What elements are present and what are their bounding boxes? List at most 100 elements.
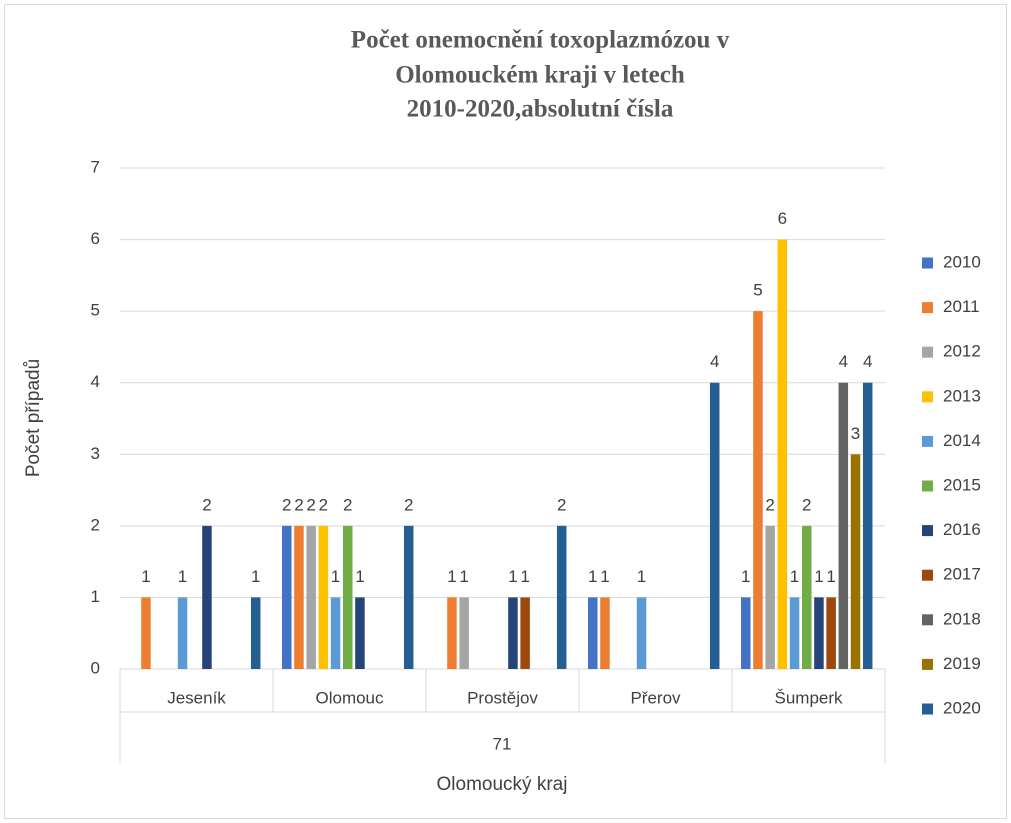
legend-swatch: [922, 391, 933, 403]
data-label: 2: [202, 495, 211, 514]
category-group-label: 71: [493, 734, 512, 753]
bar: [709, 382, 720, 669]
data-label: 1: [459, 567, 468, 586]
data-label: 2: [306, 495, 315, 514]
data-label: 1: [508, 567, 517, 586]
data-label: 1: [814, 567, 823, 586]
y-axis-title: Počet případů: [23, 359, 44, 477]
data-label: 1: [600, 567, 609, 586]
y-tick-label: 7: [91, 157, 100, 176]
data-label: 1: [790, 567, 799, 586]
data-label: 2: [294, 495, 303, 514]
y-tick-label: 0: [91, 658, 100, 677]
bar: [777, 239, 788, 670]
data-label: 2: [343, 495, 352, 514]
data-label: 4: [839, 352, 848, 371]
legend-label: 2018: [943, 609, 981, 628]
x-tick-label: Přerov: [630, 688, 681, 707]
legend-swatch: [922, 302, 933, 314]
bar: [789, 597, 800, 669]
data-label: 6: [778, 209, 787, 228]
bar: [177, 597, 188, 669]
y-tick-label: 2: [91, 515, 100, 534]
bar: [588, 597, 598, 669]
x-axis-title: Olomoucký kraj: [437, 774, 568, 795]
bar: [636, 597, 647, 669]
x-tick-label: Šumperk: [774, 688, 843, 707]
bar: [850, 454, 861, 669]
data-label: 1: [141, 567, 150, 586]
legend-label: 2020: [943, 698, 981, 717]
bar: [282, 525, 292, 669]
data-label: 1: [447, 567, 456, 586]
data-label: 2: [765, 495, 774, 514]
bar: [741, 597, 751, 669]
bar: [342, 525, 353, 669]
data-label: 1: [251, 567, 260, 586]
data-label: 1: [741, 567, 750, 586]
legend-swatch: [922, 703, 933, 715]
y-tick-label: 5: [91, 301, 100, 320]
legend-swatch: [922, 346, 933, 358]
legend-swatch: [922, 569, 933, 581]
data-label: 2: [557, 495, 566, 514]
x-tick-label: Prostějov: [467, 688, 538, 707]
legend-label: 2012: [943, 342, 981, 361]
legend-swatch: [922, 658, 933, 670]
legend-swatch: [922, 435, 933, 447]
legend-label: 2019: [943, 654, 981, 673]
data-label: 1: [637, 567, 646, 586]
bar: [801, 525, 812, 669]
data-label: 4: [863, 352, 872, 371]
legend-swatch: [922, 480, 933, 492]
legend-label: 2011: [943, 297, 980, 316]
bar: [508, 597, 518, 669]
chart-title: Olomouckém kraji v letech: [395, 62, 685, 89]
legend-label: 2014: [943, 431, 981, 450]
y-tick-label: 3: [91, 444, 100, 463]
legend-label: 2016: [943, 520, 981, 539]
bar: [330, 597, 341, 669]
data-label: 1: [178, 567, 187, 586]
data-label: 2: [282, 495, 291, 514]
legend-label: 2010: [943, 252, 981, 271]
legend-swatch: [922, 525, 933, 537]
bar: [862, 382, 873, 669]
data-label: 1: [520, 567, 529, 586]
bar: [838, 382, 849, 669]
data-label: 2: [404, 495, 413, 514]
bar: [556, 525, 567, 669]
data-label: 2: [319, 495, 328, 514]
bar: [459, 597, 469, 669]
bar: [520, 597, 530, 669]
legend-swatch: [922, 257, 933, 269]
bar: [318, 525, 329, 669]
legend-label: 2015: [943, 475, 981, 494]
data-label: 4: [710, 352, 719, 371]
bar: [355, 597, 365, 669]
data-label: 2: [802, 495, 811, 514]
data-label: 5: [753, 281, 762, 300]
x-tick-label: Olomouc: [315, 688, 384, 707]
bar: [600, 597, 610, 669]
y-tick-label: 4: [91, 372, 100, 391]
bar: [403, 525, 414, 669]
bar: [447, 597, 457, 669]
bar: [294, 525, 304, 669]
bar: [765, 525, 775, 669]
y-tick-label: 1: [91, 587, 100, 606]
chart-title: Počet onemocnění toxoplazmózou v: [351, 27, 730, 54]
data-label: 1: [355, 567, 364, 586]
data-label: 1: [826, 567, 835, 586]
y-tick-label: 6: [91, 229, 100, 248]
data-label: 1: [588, 567, 597, 586]
bar: [306, 525, 316, 669]
legend-label: 2017: [943, 565, 981, 584]
chart-title: 2010-2020,absolutní čísla: [407, 96, 674, 123]
data-label: 3: [851, 424, 860, 443]
bar: [250, 597, 261, 669]
bar: [814, 597, 824, 669]
legend-label: 2013: [943, 386, 981, 405]
bar: [753, 311, 763, 669]
